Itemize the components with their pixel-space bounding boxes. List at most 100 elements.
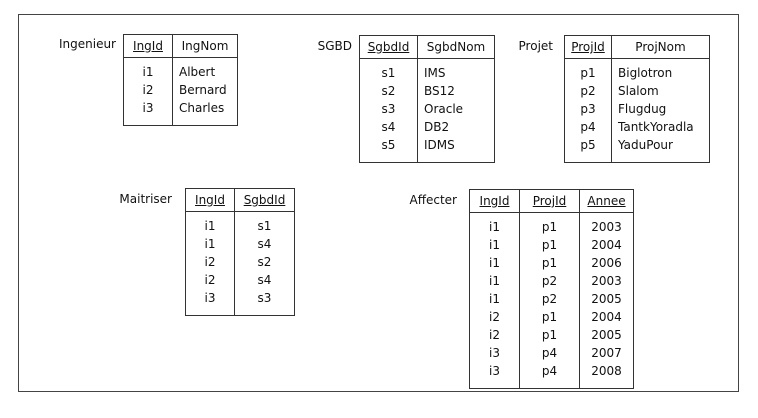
- table-cell: i1: [142, 65, 154, 79]
- table-cell: p2: [541, 274, 558, 288]
- table-cell: p2: [580, 84, 596, 98]
- column-body: IMS BS12 Oracle DB2 IDMS: [418, 59, 494, 162]
- table-cell: BS12: [424, 84, 455, 98]
- table-name: Affecter: [409, 193, 457, 207]
- table-cell: p1: [541, 256, 558, 270]
- table: IngId i1 i1 i1 i1 i1 i2 i2 i3 i3 ProjId p1 p1 p1 p2 p2 p…: [469, 189, 634, 389]
- column-header: IngNom: [173, 35, 237, 58]
- table-cell: Biglotron: [618, 66, 673, 80]
- table-cell: p5: [580, 138, 596, 152]
- column-header: SgbdId: [235, 189, 294, 212]
- column-body: i1 i1 i2 i2 i3: [186, 212, 234, 315]
- table-cell: YaduPour: [618, 138, 673, 152]
- table-column: SgbdNom IMS BS12 Oracle DB2 IDMS: [418, 36, 494, 162]
- column-header: SgbdNom: [418, 36, 494, 59]
- table-column: SgbdId s1 s4 s2 s4 s3: [235, 189, 294, 315]
- table-cell: i1: [204, 237, 216, 251]
- frame: [18, 14, 739, 392]
- table-cell: p4: [541, 346, 558, 360]
- column-body: p1 p2 p3 p4 p5: [565, 59, 611, 162]
- table-cell: p1: [541, 220, 558, 234]
- table-cell: i1: [489, 220, 500, 234]
- table-cell: 2005: [591, 328, 622, 342]
- table-cell: s1: [257, 219, 272, 233]
- table-cell: i3: [142, 101, 154, 115]
- column-header: ProjId: [565, 36, 611, 59]
- table-cell: Albert: [179, 65, 216, 79]
- table-cell: Charles: [179, 101, 225, 115]
- table-cell: p1: [541, 328, 558, 342]
- table-cell: i1: [489, 256, 500, 270]
- table-cell: s4: [381, 120, 396, 134]
- table-name: SGBD: [317, 39, 352, 53]
- column-body: Biglotron Slalom Flugdug TantkYoradla YaduPo…: [612, 59, 709, 162]
- table-cell: s4: [257, 237, 272, 251]
- table-cell: i1: [489, 274, 500, 288]
- table-cell: p4: [580, 120, 596, 134]
- table-cell: s3: [257, 291, 272, 305]
- table-cell: p1: [541, 310, 558, 324]
- table-column: IngId i1 i2 i3: [124, 35, 173, 125]
- column-header: IngId: [124, 35, 172, 58]
- table-cell: i1: [489, 292, 500, 306]
- table-cell: 2003: [591, 274, 622, 288]
- table-cell: 2005: [591, 292, 622, 306]
- table-column: ProjId p1 p2 p3 p4 p5: [565, 36, 612, 162]
- table: IngId i1 i1 i2 i2 i3 SgbdId s1 s4 s2 s4 s3: [185, 188, 295, 316]
- column-header: Annee: [580, 190, 633, 213]
- table-cell: i2: [204, 273, 216, 287]
- column-header: SgbdId: [360, 36, 417, 59]
- table: SgbdId s1 s2 s3 s4 s5 SgbdNom IMS BS12 Oracle DB2 I…: [359, 35, 495, 163]
- table-cell: s4: [257, 273, 272, 287]
- table-cell: i1: [204, 219, 216, 233]
- table-cell: Slalom: [618, 84, 659, 98]
- table-cell: s3: [381, 102, 396, 116]
- table-cell: 2003: [591, 220, 622, 234]
- table-cell: p1: [580, 66, 596, 80]
- table-cell: 2008: [591, 364, 622, 378]
- table-name: Ingenieur: [58, 37, 116, 51]
- column-body: 2003 2004 2006 2003 2005 2004 2005 2007 2008: [580, 213, 633, 388]
- table-cell: p3: [580, 102, 596, 116]
- column-body: s1 s2 s3 s4 s5: [360, 59, 417, 162]
- table-cell: i2: [489, 310, 500, 324]
- table-cell: IDMS: [424, 138, 455, 152]
- column-header: IngId: [470, 190, 519, 213]
- column-header: IngId: [186, 189, 234, 212]
- table-column: IngId i1 i1 i2 i2 i3: [186, 189, 235, 315]
- table-column: ProjId p1 p1 p1 p2 p2 p1 p1 p4 p4: [520, 190, 580, 388]
- table-cell: s2: [381, 84, 396, 98]
- table-cell: p4: [541, 364, 558, 378]
- table-cell: IMS: [424, 66, 446, 80]
- table: ProjId p1 p2 p3 p4 p5 ProjNom Biglotron Slalom Fl…: [564, 35, 710, 163]
- column-body: Albert Bernard Charles: [173, 58, 237, 125]
- table-column: ProjNom Biglotron Slalom Flugdug TantkYoradl…: [612, 36, 709, 162]
- column-body: i1 i1 i1 i1 i1 i2 i2 i3 i3: [470, 213, 519, 388]
- table-cell: DB2: [424, 120, 450, 134]
- table-cell: TantkYoradla: [618, 120, 694, 134]
- table-cell: i3: [489, 346, 500, 360]
- table: IngId i1 i2 i3 IngNom Albert Bernard Charles: [123, 34, 238, 126]
- table-cell: p2: [541, 292, 558, 306]
- table-cell: Oracle: [424, 102, 464, 116]
- column-header: ProjNom: [612, 36, 709, 59]
- table-column: SgbdId s1 s2 s3 s4 s5: [360, 36, 418, 162]
- table-cell: i2: [204, 255, 216, 269]
- table-cell: i2: [489, 328, 500, 342]
- table-cell: s2: [257, 255, 272, 269]
- table-cell: Flugdug: [618, 102, 667, 116]
- table-name: Projet: [518, 39, 553, 53]
- table-column: Annee 2003 2004 2006 2003 2005 2004 2005 2007 200…: [580, 190, 633, 388]
- table-cell: s1: [381, 66, 396, 80]
- column-header: ProjId: [520, 190, 579, 213]
- table-cell: i3: [204, 291, 216, 305]
- table-cell: 2004: [591, 238, 622, 252]
- table-cell: i1: [489, 238, 500, 252]
- column-body: p1 p1 p1 p2 p2 p1 p1 p4 p4: [520, 213, 579, 388]
- table-cell: p1: [541, 238, 558, 252]
- table-cell: 2007: [591, 346, 622, 360]
- column-body: i1 i2 i3: [124, 58, 172, 125]
- table-cell: 2006: [591, 256, 622, 270]
- table-name: Maitriser: [119, 192, 172, 206]
